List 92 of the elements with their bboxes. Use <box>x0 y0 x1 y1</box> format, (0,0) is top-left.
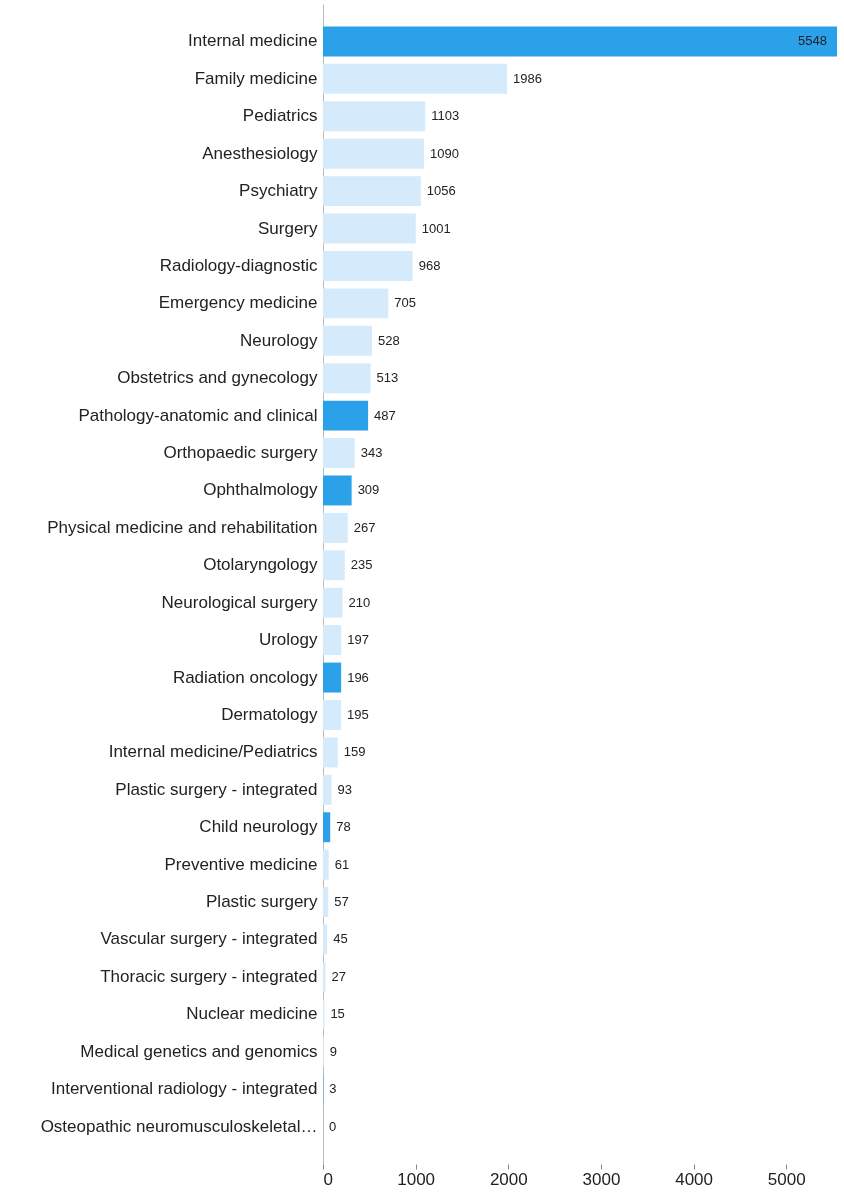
y-tick-label: Osteopathic neuromusculoskeletal… <box>40 1116 318 1136</box>
bar <box>323 812 331 843</box>
y-tick-label: Thoracic surgery - integrated <box>100 966 318 986</box>
bar <box>323 101 426 132</box>
bar <box>323 587 343 618</box>
data-label: 309 <box>357 482 380 498</box>
y-tick-label: Radiology-diagnostic <box>159 255 318 275</box>
y-tick-label: Pathology-anatomic and clinical <box>78 405 318 425</box>
data-label: 78 <box>336 819 351 835</box>
bar <box>323 849 329 880</box>
bar <box>323 363 371 394</box>
data-label: 968 <box>418 257 441 273</box>
data-label: 1103 <box>431 108 460 124</box>
data-label: 196 <box>347 669 369 685</box>
bar <box>323 512 348 543</box>
bar <box>323 550 345 581</box>
y-tick-label: Physical medicine and rehabilitation <box>47 517 318 537</box>
data-label: 195 <box>347 706 369 722</box>
data-label: 1090 <box>429 145 459 161</box>
bar <box>323 774 332 805</box>
y-tick-label: Otolaryngology <box>203 555 318 575</box>
y-tick-label: Neurology <box>240 330 318 350</box>
y-tick-label: Pediatrics <box>242 106 318 126</box>
bar <box>323 63 507 94</box>
y-tick-label: Preventive medicine <box>164 854 318 874</box>
data-label: 1056 <box>426 183 456 199</box>
data-label: 197 <box>347 632 369 648</box>
data-label: 3 <box>329 1081 337 1097</box>
data-label: 9 <box>329 1043 338 1059</box>
data-label: 1986 <box>512 70 542 86</box>
bar <box>323 213 416 244</box>
bar <box>323 288 389 319</box>
x-tick-label: 2000 <box>489 1169 528 1189</box>
data-label: 210 <box>348 594 371 610</box>
bar <box>323 887 329 918</box>
y-tick-label: Nuclear medicine <box>186 1004 318 1024</box>
bar <box>323 325 372 356</box>
x-tick-label: 3000 <box>582 1169 621 1189</box>
y-tick-label: Internal medicine/Pediatrics <box>108 742 318 762</box>
y-tick-label: Psychiatry <box>239 181 318 201</box>
y-tick-label: Radiation oncology <box>172 667 318 687</box>
x-tick-label: 5000 <box>767 1169 806 1189</box>
y-tick-label: Child neurology <box>199 817 318 837</box>
y-tick-label: Urology <box>258 630 318 650</box>
y-tick-label: Emergency medicine <box>158 293 318 313</box>
bar <box>323 176 421 207</box>
y-tick-label: Plastic surgery - integrated <box>115 779 318 799</box>
bar <box>323 26 837 57</box>
bar <box>323 625 342 656</box>
y-tick-label: Interventional radiology - integrated <box>51 1079 318 1099</box>
data-label: 705 <box>394 295 417 311</box>
bar <box>323 961 326 992</box>
data-label: 5548 <box>798 33 827 49</box>
y-tick-label: Ophthalmology <box>203 480 318 500</box>
bar <box>323 400 369 431</box>
y-tick-label: Neurological surgery <box>161 592 318 612</box>
data-label: 487 <box>374 407 396 423</box>
data-label: 159 <box>343 744 366 760</box>
bar <box>323 138 424 169</box>
x-tick-label: 1000 <box>397 1169 436 1189</box>
data-label: 528 <box>377 332 400 348</box>
data-label: 343 <box>360 445 383 461</box>
data-label: 0 <box>329 1118 337 1134</box>
bar <box>323 924 328 955</box>
data-label: 15 <box>330 1006 345 1022</box>
data-label: 61 <box>334 856 350 872</box>
data-label: 93 <box>337 781 353 797</box>
data-label: 267 <box>353 519 376 535</box>
y-tick-label: Medical genetics and genomics <box>80 1041 318 1061</box>
bar <box>323 475 352 506</box>
data-label: 235 <box>350 557 373 573</box>
y-tick-label: Dermatology <box>221 704 318 724</box>
bar <box>323 662 342 693</box>
data-label: 27 <box>331 968 346 984</box>
x-tick-label: 0 <box>323 1169 333 1189</box>
x-tick-label: 4000 <box>675 1169 713 1189</box>
y-tick-label: Anesthesiology <box>202 143 318 163</box>
y-tick-label: Family medicine <box>194 68 318 88</box>
y-tick-label: Plastic surgery <box>206 892 318 912</box>
y-tick-label: Orthopaedic surgery <box>163 443 318 463</box>
data-label: 45 <box>333 931 348 947</box>
bar <box>323 250 413 281</box>
y-tick-label: Internal medicine <box>188 31 318 51</box>
y-tick-label: Surgery <box>257 218 318 238</box>
data-label: 513 <box>376 370 399 386</box>
bar <box>323 438 355 468</box>
bar <box>323 737 338 768</box>
y-tick-label: Vascular surgery - integrated <box>100 929 318 949</box>
data-label: 1001 <box>421 220 451 236</box>
y-tick-label: Obstetrics and gynecology <box>117 368 318 388</box>
bar <box>323 700 342 730</box>
data-label: 57 <box>334 894 349 910</box>
